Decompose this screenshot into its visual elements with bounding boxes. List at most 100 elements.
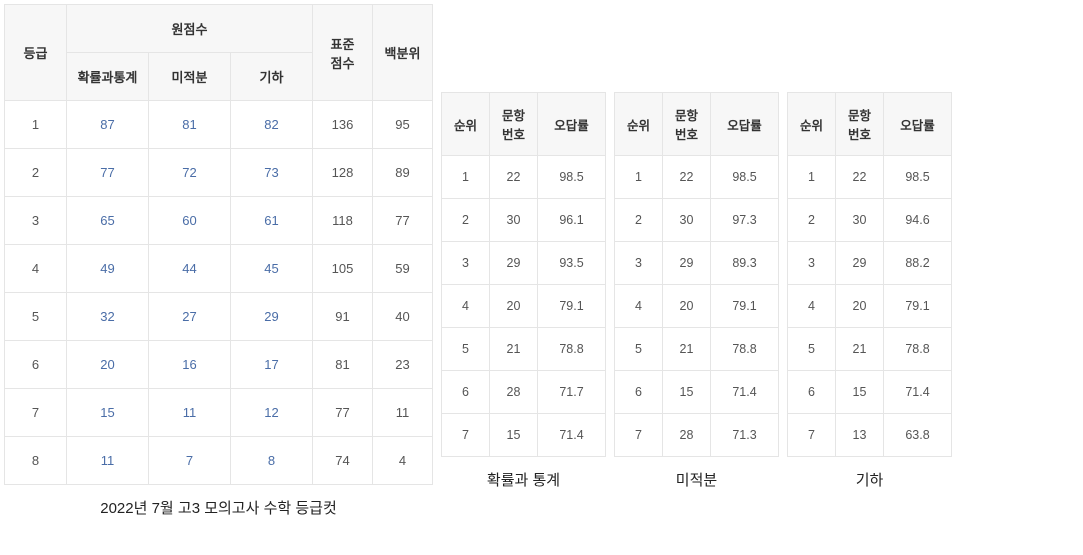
cell-raw-geom[interactable]: 17	[231, 341, 313, 389]
table-row: 71571.4	[442, 414, 606, 457]
cell-rank: 1	[615, 156, 663, 199]
header-pct: 백분위	[373, 5, 433, 101]
cell-raw-geom[interactable]: 12	[231, 389, 313, 437]
cell-raw-calc[interactable]: 60	[149, 197, 231, 245]
table-row: 449444510559	[5, 245, 433, 293]
cell-raw-calc[interactable]: 81	[149, 101, 231, 149]
cell-raw-geom[interactable]: 45	[231, 245, 313, 293]
header-wrong: 오답률	[884, 93, 952, 156]
cell-raw-prob[interactable]: 11	[67, 437, 149, 485]
cell-raw-calc[interactable]: 16	[149, 341, 231, 389]
cell-raw-calc[interactable]: 72	[149, 149, 231, 197]
table-row: 42079.1	[615, 285, 779, 328]
cell-wrong: 93.5	[538, 242, 606, 285]
cell-rank: 1	[788, 156, 836, 199]
cell-raw-prob[interactable]: 87	[67, 101, 149, 149]
table-row: 61571.4	[615, 371, 779, 414]
grade-cut-body: 1878182136952777273128893656061118774494…	[5, 101, 433, 485]
cell-wrong: 79.1	[538, 285, 606, 328]
cell-wrong: 71.3	[711, 414, 779, 457]
cell-raw-prob[interactable]: 65	[67, 197, 149, 245]
cell-qnum: 21	[490, 328, 538, 371]
header-std: 표준 점수	[313, 5, 373, 101]
cell-raw-calc[interactable]: 27	[149, 293, 231, 341]
cell-raw-calc[interactable]: 11	[149, 389, 231, 437]
header-qnum: 문항 번호	[490, 93, 538, 156]
cell-raw-geom[interactable]: 8	[231, 437, 313, 485]
cell-rank: 3	[615, 242, 663, 285]
cell-qnum: 30	[490, 199, 538, 242]
cell-std: 136	[313, 101, 373, 149]
cell-std: 128	[313, 149, 373, 197]
header-rank: 순위	[442, 93, 490, 156]
header-raw-calc: 미적분	[149, 53, 231, 101]
cell-raw-calc[interactable]: 7	[149, 437, 231, 485]
table-row: 53227299140	[5, 293, 433, 341]
table-row: 32993.5	[442, 242, 606, 285]
cell-rank: 4	[442, 285, 490, 328]
table-row: 62871.7	[442, 371, 606, 414]
cell-raw-prob[interactable]: 77	[67, 149, 149, 197]
cell-grade: 5	[5, 293, 67, 341]
cell-qnum: 15	[663, 371, 711, 414]
cell-rank: 2	[788, 199, 836, 242]
cell-wrong: 71.4	[538, 414, 606, 457]
small-caption: 기하	[787, 465, 952, 494]
table-row: 42079.1	[788, 285, 952, 328]
table-row: 12298.5	[442, 156, 606, 199]
table-row: 277727312889	[5, 149, 433, 197]
cell-raw-geom[interactable]: 73	[231, 149, 313, 197]
cell-qnum: 30	[836, 199, 884, 242]
cell-grade: 4	[5, 245, 67, 293]
cell-grade: 1	[5, 101, 67, 149]
table-row: 52178.8	[442, 328, 606, 371]
cell-grade: 6	[5, 341, 67, 389]
header-qnum: 문항 번호	[836, 93, 884, 156]
cell-qnum: 13	[836, 414, 884, 457]
cell-wrong: 79.1	[711, 285, 779, 328]
cell-raw-geom[interactable]: 29	[231, 293, 313, 341]
cell-pct: 4	[373, 437, 433, 485]
cell-rank: 3	[788, 242, 836, 285]
table-row: 42079.1	[442, 285, 606, 328]
cell-wrong: 94.6	[884, 199, 952, 242]
wrong-rate-table: 순위문항 번호오답률12298.523096.132993.542079.152…	[441, 92, 606, 457]
cell-raw-prob[interactable]: 49	[67, 245, 149, 293]
cell-wrong: 78.8	[884, 328, 952, 371]
cell-qnum: 29	[663, 242, 711, 285]
cell-raw-calc[interactable]: 44	[149, 245, 231, 293]
cell-qnum: 22	[836, 156, 884, 199]
table-row: 62016178123	[5, 341, 433, 389]
small-caption: 확률과 통계	[441, 465, 606, 494]
cell-rank: 4	[788, 285, 836, 328]
cell-qnum: 29	[836, 242, 884, 285]
table-row: 32989.3	[615, 242, 779, 285]
cell-raw-geom[interactable]: 61	[231, 197, 313, 245]
cell-raw-prob[interactable]: 15	[67, 389, 149, 437]
cell-raw-prob[interactable]: 32	[67, 293, 149, 341]
cell-qnum: 20	[836, 285, 884, 328]
cell-wrong: 98.5	[884, 156, 952, 199]
cell-raw-geom[interactable]: 82	[231, 101, 313, 149]
header-raw-prob: 확률과통계	[67, 53, 149, 101]
cell-pct: 11	[373, 389, 433, 437]
cell-pct: 23	[373, 341, 433, 389]
cell-rank: 5	[788, 328, 836, 371]
table-row: 52178.8	[615, 328, 779, 371]
header-wrong: 오답률	[711, 93, 779, 156]
cell-wrong: 98.5	[711, 156, 779, 199]
cell-wrong: 71.4	[884, 371, 952, 414]
cell-std: 81	[313, 341, 373, 389]
header-rank: 순위	[615, 93, 663, 156]
cell-wrong: 97.3	[711, 199, 779, 242]
cell-rank: 7	[442, 414, 490, 457]
table-row: 187818213695	[5, 101, 433, 149]
cell-rank: 2	[442, 199, 490, 242]
cell-raw-prob[interactable]: 20	[67, 341, 149, 389]
cell-rank: 5	[442, 328, 490, 371]
cell-qnum: 21	[836, 328, 884, 371]
cell-grade: 7	[5, 389, 67, 437]
cell-rank: 6	[788, 371, 836, 414]
wrong-rate-table: 순위문항 번호오답률12298.523094.632988.242079.152…	[787, 92, 952, 457]
main-caption: 2022년 7월 고3 모의고사 수학 등급컷	[4, 493, 433, 522]
